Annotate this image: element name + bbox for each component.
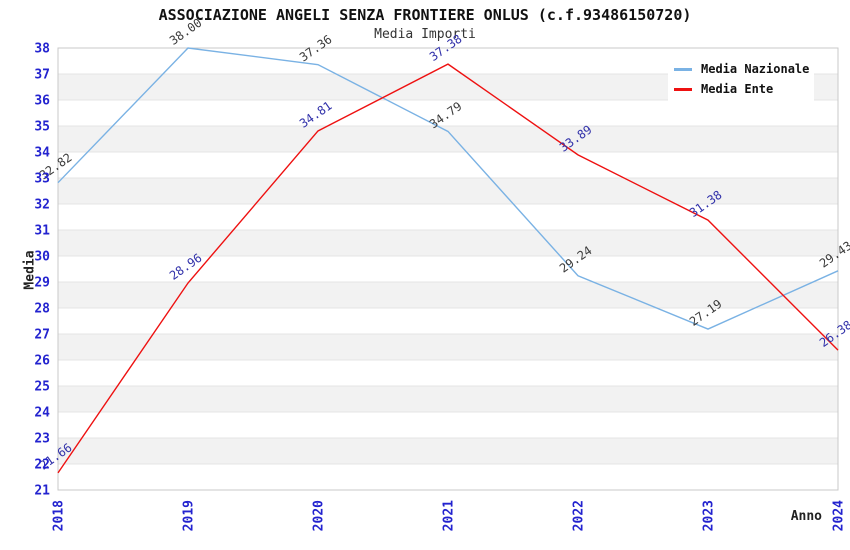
- x-tick-label: 2022: [572, 500, 587, 531]
- grid-band: [58, 282, 838, 308]
- y-tick-label: 38: [34, 42, 50, 57]
- x-tick-label: 2021: [442, 500, 457, 531]
- y-axis-title: Media: [22, 250, 38, 290]
- y-tick-label: 23: [34, 432, 50, 447]
- legend: Media Nazionale Media Ente: [668, 55, 814, 103]
- y-tick-label: 33: [34, 172, 50, 187]
- legend-item-media-nazionale: Media Nazionale: [674, 59, 814, 79]
- legend-label-media-ente: Media Ente: [701, 82, 774, 96]
- x-tick-label: 2019: [182, 500, 197, 531]
- y-tick-label: 32: [34, 198, 50, 213]
- y-tick-label: 28: [34, 302, 50, 317]
- legend-swatch-media-nazionale: [674, 67, 692, 71]
- legend-label-media-nazionale: Media Nazionale: [701, 62, 810, 76]
- y-tick-label: 24: [34, 406, 50, 421]
- x-axis-title: Anno: [790, 509, 822, 524]
- y-tick-label: 36: [34, 94, 50, 109]
- y-tick-label: 35: [34, 120, 50, 135]
- grid-band: [58, 126, 838, 152]
- x-tick-label: 2020: [312, 500, 327, 531]
- y-tick-label: 26: [34, 354, 50, 369]
- x-tick-label: 2018: [52, 500, 67, 531]
- y-tick-label: 30: [34, 250, 50, 265]
- grid-band: [58, 438, 838, 464]
- series-line-media-nazionale: [57, 47, 839, 330]
- series-line-media-ente: [57, 63, 839, 474]
- point-label: 38.00: [167, 16, 205, 48]
- chart-title: ASSOCIAZIONE ANGELI SENZA FRONTIERE ONLU…: [158, 6, 692, 24]
- legend-swatch-media-ente: [674, 87, 692, 91]
- chart-subtitle: Media Importi: [374, 27, 476, 42]
- legend-item-media-ente: Media Ente: [674, 79, 814, 99]
- y-tick-label: 34: [34, 146, 50, 161]
- x-tick-label: 2024: [832, 500, 847, 531]
- plot-border: [57, 47, 839, 491]
- grid-band: [58, 334, 838, 360]
- grid-band: [58, 386, 838, 412]
- grid-band: [58, 230, 838, 256]
- x-tick-label: 2023: [702, 500, 717, 531]
- y-tick-label: 37: [34, 68, 50, 83]
- y-tick-label: 31: [34, 224, 50, 239]
- y-tick-label: 21: [34, 484, 50, 499]
- grid-band: [58, 178, 838, 204]
- y-tick-label: 22: [34, 458, 50, 473]
- y-tick-label: 25: [34, 380, 50, 395]
- y-tick-label: 29: [34, 276, 50, 291]
- y-tick-label: 27: [34, 328, 50, 343]
